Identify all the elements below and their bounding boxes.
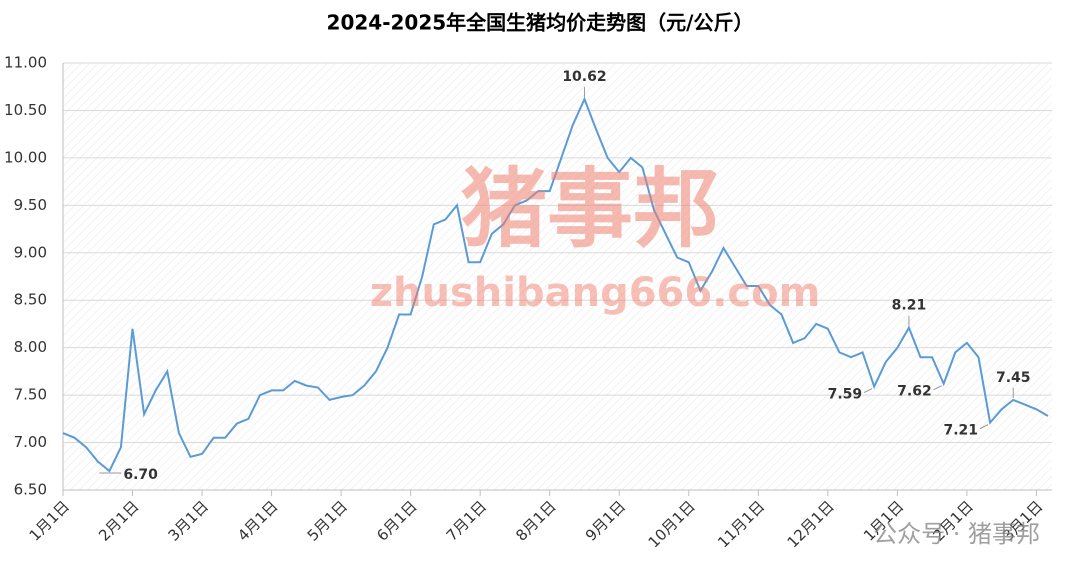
- y-tick-label: 8.50: [14, 291, 47, 309]
- x-tick-label: 9月1日: [582, 497, 629, 544]
- x-tick-label: 8月1日: [512, 497, 559, 544]
- y-tick-label: 10.00: [4, 148, 47, 166]
- y-tick-label: 6.50: [14, 481, 47, 499]
- x-tick-label: 4月1日: [234, 497, 281, 544]
- x-tick-label: 10月1日: [645, 497, 699, 551]
- y-tick-label: 11.00: [4, 54, 47, 72]
- leader: [933, 385, 942, 391]
- data-label: 6.70: [123, 467, 158, 483]
- y-tick-label: 9.00: [14, 243, 47, 261]
- y-tick-label: 7.50: [14, 386, 47, 404]
- data-label: 7.62: [897, 384, 932, 400]
- x-tick-label: 6月1日: [373, 497, 420, 544]
- leader: [979, 424, 989, 430]
- leader: [863, 388, 873, 394]
- y-tick-label: 9.50: [14, 196, 47, 214]
- data-label: 8.21: [892, 298, 927, 314]
- data-label: 7.21: [944, 423, 979, 439]
- x-tick-label: 11月1日: [714, 497, 768, 551]
- y-tick-label: 10.50: [4, 101, 47, 119]
- watermark: 猪事邦: [461, 159, 719, 259]
- data-label: 7.45: [996, 370, 1031, 386]
- data-label: 7.59: [828, 387, 863, 403]
- y-tick-label: 8.00: [14, 338, 47, 356]
- x-tick-label: 1月1日: [26, 497, 73, 544]
- line: [62, 96, 1049, 473]
- x-tick-label: 12月1日: [784, 497, 838, 551]
- data-label: 10.62: [562, 69, 606, 85]
- y-tick-label: 7.00: [14, 433, 47, 451]
- x-tick-label: 7月1日: [443, 497, 490, 544]
- chart-title: 2024-2025年全国生猪均价走势图（元/公斤）: [327, 11, 754, 35]
- watermark: 公众号 · 猪事邦: [873, 520, 1040, 548]
- plot-area: [63, 63, 1052, 490]
- x-tick-label: 5月1日: [304, 497, 351, 544]
- x-tick-label: 2月1日: [95, 497, 142, 544]
- watermark: zhushibang666.com: [370, 270, 821, 316]
- x-tick-label: 3月1日: [165, 497, 212, 544]
